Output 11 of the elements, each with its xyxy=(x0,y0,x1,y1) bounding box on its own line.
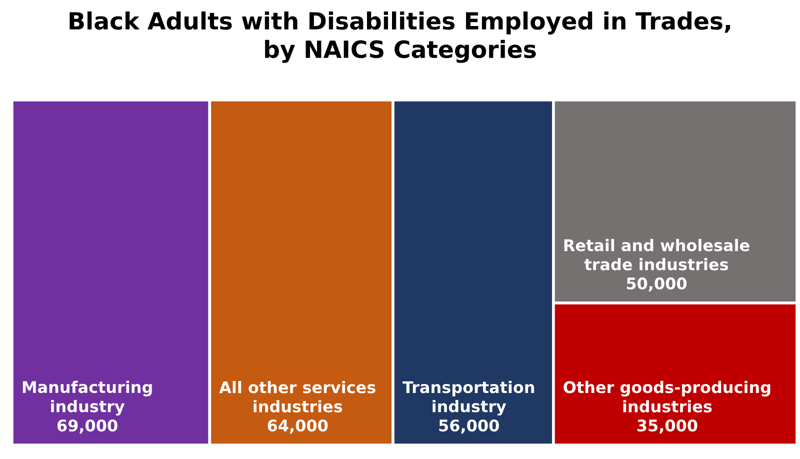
category-label: Transportation industry xyxy=(402,380,534,416)
data-label: 56,000 xyxy=(439,419,499,434)
category-label: Manufacturing industry xyxy=(22,380,152,416)
category-label: Other goods-producing industries xyxy=(564,380,770,412)
data-label: 50,000 xyxy=(626,277,687,292)
text: Black Adults with Disabilities Employed in Trades, by NAICS Categories xyxy=(70,11,730,63)
data-label: 64,000 xyxy=(268,419,328,434)
data-label: 35,000 xyxy=(637,419,698,434)
data-label: 69,000 xyxy=(57,419,118,434)
category-label: All other services industries xyxy=(219,380,376,412)
category-label: Retail and wholesale trade industries xyxy=(564,238,750,270)
